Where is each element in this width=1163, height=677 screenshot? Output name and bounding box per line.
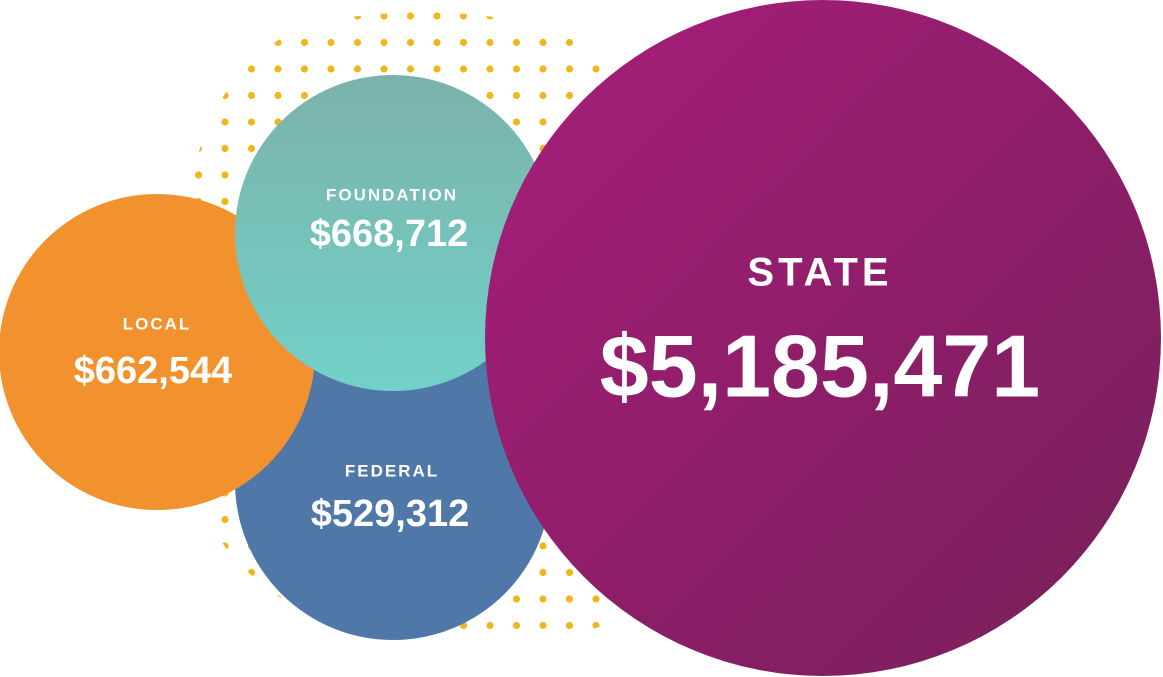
bubble xyxy=(235,75,551,391)
bubble-amount: $662,544 xyxy=(74,350,233,392)
bubble-label: LOCAL xyxy=(123,314,192,333)
bubble xyxy=(0,194,315,510)
bubble-label: FOUNDATION xyxy=(326,185,458,204)
bubble-label: STATE xyxy=(747,251,892,295)
bubble-amount: $668,712 xyxy=(310,213,469,255)
bubble-label: FEDERAL xyxy=(345,461,439,480)
foundation-bubble: FOUNDATION $668,712 xyxy=(235,75,551,391)
bubble xyxy=(485,0,1161,676)
local-bubble: LOCAL $662,544 xyxy=(0,194,315,510)
state-bubble: STATE $5,185,471 xyxy=(485,0,1161,676)
bubble-amount: $529,312 xyxy=(311,493,470,535)
federal-bubble: FEDERAL $529,312 xyxy=(235,324,551,640)
bubble-amount: $5,185,471 xyxy=(600,316,1040,415)
bubble xyxy=(235,324,551,640)
